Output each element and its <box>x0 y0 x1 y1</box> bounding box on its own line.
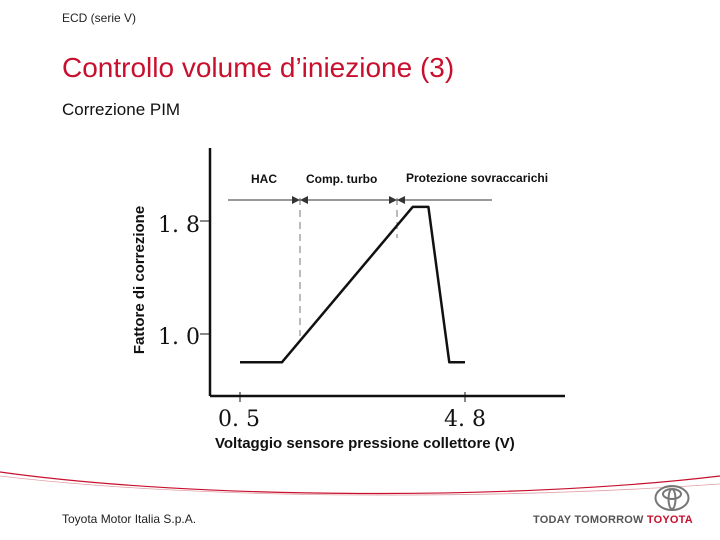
correction-chart: HAC Comp. turbo Protezione sovraccarichi… <box>131 148 565 452</box>
y-axis-label: Fattore di correzione <box>131 206 148 354</box>
x-tick-label-2: 4. 8 <box>444 407 486 432</box>
toyota-logo-icon <box>654 485 690 511</box>
footer-company: Toyota Motor Italia S.p.A. <box>62 512 197 526</box>
y-tick-label-1: 1. 8 <box>158 213 200 238</box>
y-tick-label-2: 1. 0 <box>158 325 200 350</box>
region-label-hac: HAC <box>251 172 277 186</box>
region-label-overload: Protezione sovraccarichi <box>406 171 548 185</box>
x-tick-label-1: 0. 5 <box>218 407 260 432</box>
page-title: Controllo volume d’iniezione (3) <box>62 52 455 83</box>
region-label-turbo: Comp. turbo <box>306 172 377 186</box>
x-axis-label: Voltaggio sensore pressione collettore (… <box>215 435 515 452</box>
page-subtitle: Correzione PIM <box>62 100 181 119</box>
arrow-head-1 <box>292 196 300 204</box>
footer-swoosh <box>0 471 720 496</box>
slogan-today-tomorrow: TODAY TOMORROW <box>533 514 644 526</box>
footer-slogan: TODAY TOMORROW TOYOTA <box>533 514 693 526</box>
slogan-toyota: TOYOTA <box>646 514 693 526</box>
arrow-head-3 <box>389 196 397 204</box>
arrow-head-4 <box>397 196 405 204</box>
section-label: ECD (serie V) <box>62 11 137 25</box>
arrow-head-2 <box>300 196 308 204</box>
series-line <box>240 205 465 364</box>
